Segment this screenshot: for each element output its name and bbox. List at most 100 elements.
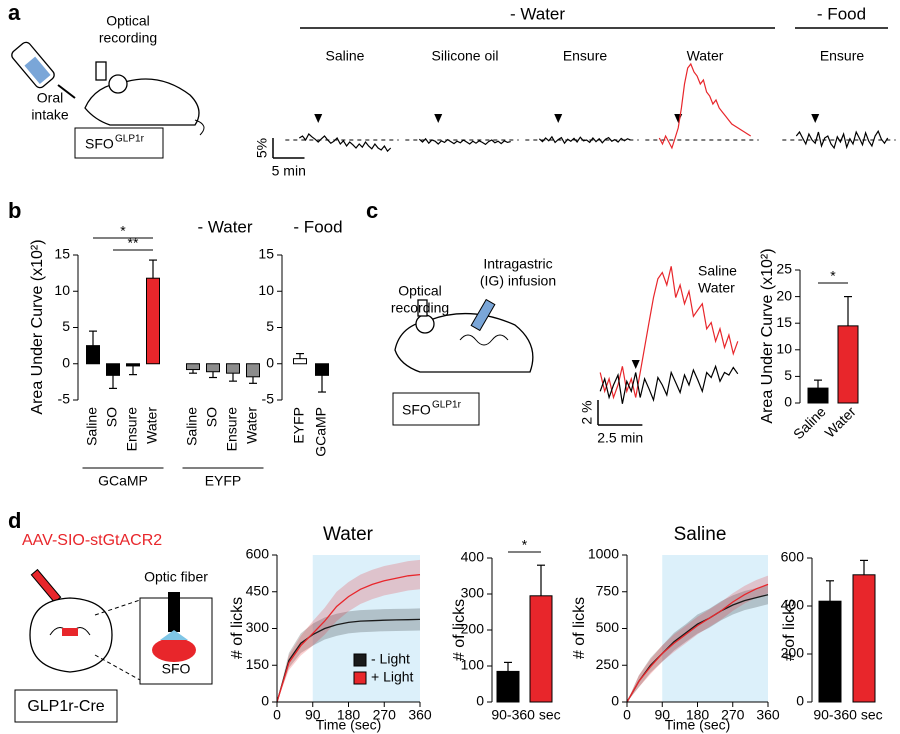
y-tick-label: 100 [461, 657, 485, 673]
y-tick-label: 0 [266, 354, 274, 370]
error-band [277, 559, 420, 702]
trace [658, 62, 752, 150]
bar [226, 363, 240, 374]
y-axis-label: # of licks [451, 599, 468, 661]
y-tick-label: 600 [781, 549, 805, 565]
region-label: SFO [402, 402, 431, 418]
x-tick-label: GCaMP [313, 407, 329, 457]
brain-diagram [14, 568, 213, 723]
trace-name: Saline [326, 48, 365, 64]
diagram-label: Intragastric [483, 256, 552, 272]
legend-label: + Light [371, 669, 414, 685]
significance-label: * [830, 268, 836, 284]
y-tick-label: 0 [796, 693, 804, 709]
chart-title: - Food [293, 217, 342, 236]
error-band [277, 608, 420, 702]
y-tick-label: -5 [58, 391, 71, 407]
y-tick-label: 0 [784, 394, 792, 410]
y-tick-label: 300 [246, 619, 270, 635]
series-line [276, 618, 421, 703]
x-axis-label: Time (sec) [316, 717, 382, 733]
x-tick-label: Saline [184, 407, 200, 446]
error-band [627, 585, 768, 702]
x-tick-label: 360 [756, 707, 780, 723]
bar [106, 363, 120, 376]
y-tick-label: 15 [54, 246, 70, 262]
x-tick-label: SO [104, 407, 120, 427]
x-tick-label: 0 [623, 707, 631, 723]
diagram-label: Optical [106, 13, 150, 29]
diagram-label: Oral [37, 90, 63, 106]
series-line [626, 594, 769, 703]
bar [496, 670, 520, 703]
y-tick-label: 300 [461, 585, 485, 601]
significance-label: ** [128, 235, 139, 251]
condition-header: - Food [817, 4, 866, 23]
scale-label: 5 min [272, 163, 306, 179]
y-tick-label: 10 [258, 282, 274, 298]
legend-swatch [353, 671, 367, 685]
trace-name: Saline [698, 263, 737, 279]
error-band [627, 575, 768, 702]
x-tick-label: SO [204, 407, 220, 427]
trace-name: Water [698, 280, 735, 296]
chart-title: Water [323, 524, 374, 545]
panel-label: a [8, 0, 21, 25]
bar [529, 595, 553, 703]
trace-name: Water [687, 48, 724, 64]
x-tick-label: 90 [305, 707, 321, 723]
y-tick-label: 0 [261, 693, 269, 709]
x-tick-label: Saline [790, 403, 829, 442]
panel-label: d [8, 508, 21, 533]
bar [315, 363, 329, 376]
chart-title: Saline [674, 524, 727, 545]
y-tick-label: 600 [246, 546, 270, 562]
x-tick-label: 0 [273, 707, 281, 723]
group-label: EYFP [205, 473, 242, 489]
y-tick-label: 15 [776, 314, 792, 330]
y-tick-label: 10 [776, 341, 792, 357]
x-tick-label: Water [821, 403, 859, 441]
diagram-label: Optic fiber [144, 569, 208, 585]
panel-label: b [8, 198, 21, 223]
y-tick-label: 5 [784, 367, 792, 383]
y-tick-label: 750 [596, 582, 620, 598]
y-tick-label: 0 [476, 693, 484, 709]
trace [599, 266, 739, 400]
y-tick-label: 400 [781, 597, 805, 613]
diagram-label: recording [99, 30, 157, 46]
x-tick-label: Saline [84, 407, 100, 446]
x-tick-label: 270 [373, 707, 397, 723]
bar [186, 363, 200, 371]
trace [795, 129, 889, 150]
trace [599, 364, 739, 404]
diagram-label: (IG) infusion [480, 273, 556, 289]
trace [418, 137, 511, 146]
y-tick-label: 25 [776, 261, 792, 277]
bar [86, 345, 100, 365]
mouse-diagram [392, 298, 534, 426]
condition-header: - Water [510, 4, 565, 23]
trace-name: Ensure [820, 48, 865, 64]
diagram-label: Optical [398, 283, 442, 299]
x-axis-label: 90-360 sec [813, 707, 882, 723]
bar [206, 363, 220, 373]
y-tick-label: 400 [461, 549, 485, 565]
y-tick-label: 10 [54, 282, 70, 298]
y-tick-label: 20 [776, 287, 792, 303]
legend-label: - Light [371, 651, 410, 667]
region-superscript: GLP1r [432, 400, 462, 411]
mouse-line-label: GLP1r-Cre [27, 698, 104, 715]
stimulus-marker [434, 114, 443, 123]
y-tick-label: 200 [461, 621, 485, 637]
x-tick-label: Ensure [124, 407, 140, 452]
x-tick-label: EYFP [291, 407, 307, 444]
region-label: SFO [162, 661, 191, 677]
x-tick-label: Ensure [224, 407, 240, 452]
stimulus-marker [674, 114, 683, 123]
trace [538, 135, 631, 145]
x-axis-label: 90-360 sec [491, 707, 560, 723]
virus-label: AAV-SIO-stGtACR2 [22, 532, 162, 549]
x-axis-label: Time (sec) [665, 717, 731, 733]
